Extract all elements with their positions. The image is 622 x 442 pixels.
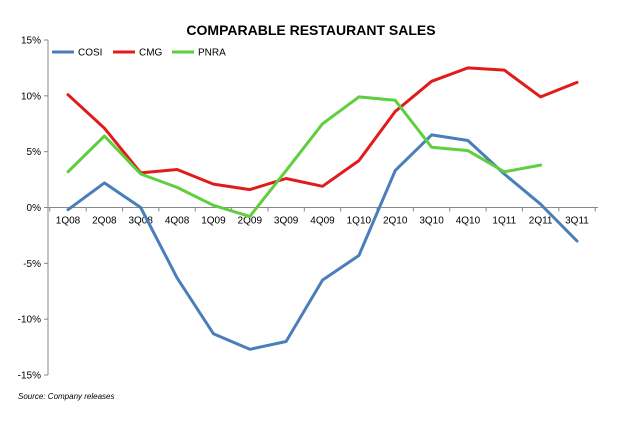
x-tick-label: 2Q09 — [238, 216, 263, 227]
source-note: Source: Company releases — [18, 392, 115, 401]
legend-label-pnra: PNRA — [198, 48, 226, 59]
x-tick-label: 4Q10 — [456, 216, 481, 227]
legend-label-cmg: CMG — [139, 48, 163, 59]
x-axis-ticks: 1Q08 2Q08 3Q08 4Q08 1Q09 2Q09 3Q09 4Q09 1Q10 2Q10… — [49, 207, 596, 227]
x-tick-label: 1Q11 — [492, 216, 516, 227]
y-axis-ticks: 15% 10% 5% 0% -5% -10% -15% — [18, 36, 48, 382]
series-line-cosi — [66, 133, 579, 351]
axes — [47, 40, 598, 375]
y-tick-label: 5% — [27, 147, 42, 158]
y-tick-label: -5% — [23, 259, 41, 270]
chart-title: COMPARABLE RESTAURANT SALES — [186, 22, 435, 38]
x-tick-label: 1Q09 — [201, 216, 226, 227]
x-tick-label: 2Q08 — [92, 216, 117, 227]
x-tick-label: 2Q10 — [383, 216, 408, 227]
x-tick-label: 4Q08 — [165, 216, 190, 227]
series-line-cmg — [66, 66, 579, 192]
x-tick-label: 3Q11 — [565, 216, 589, 227]
x-tick-label: 3Q09 — [274, 216, 299, 227]
series-line-pnra — [66, 95, 543, 218]
y-tick-label: 0% — [27, 203, 42, 214]
legend: COSI CMG PNRA — [52, 48, 226, 59]
x-tick-label: 2Q11 — [529, 216, 553, 227]
y-tick-label: -15% — [18, 371, 41, 382]
legend-label-cosi: COSI — [78, 48, 102, 59]
series-lines — [66, 66, 579, 351]
y-tick-label: 15% — [21, 36, 41, 47]
y-tick-label: 10% — [21, 91, 41, 102]
x-tick-label: 1Q10 — [347, 216, 372, 227]
y-tick-label: -10% — [18, 315, 41, 326]
x-tick-label: 3Q08 — [128, 216, 153, 227]
x-tick-label: 1Q08 — [56, 216, 81, 227]
x-tick-label: 3Q10 — [419, 216, 444, 227]
x-tick-label: 4Q09 — [310, 216, 335, 227]
